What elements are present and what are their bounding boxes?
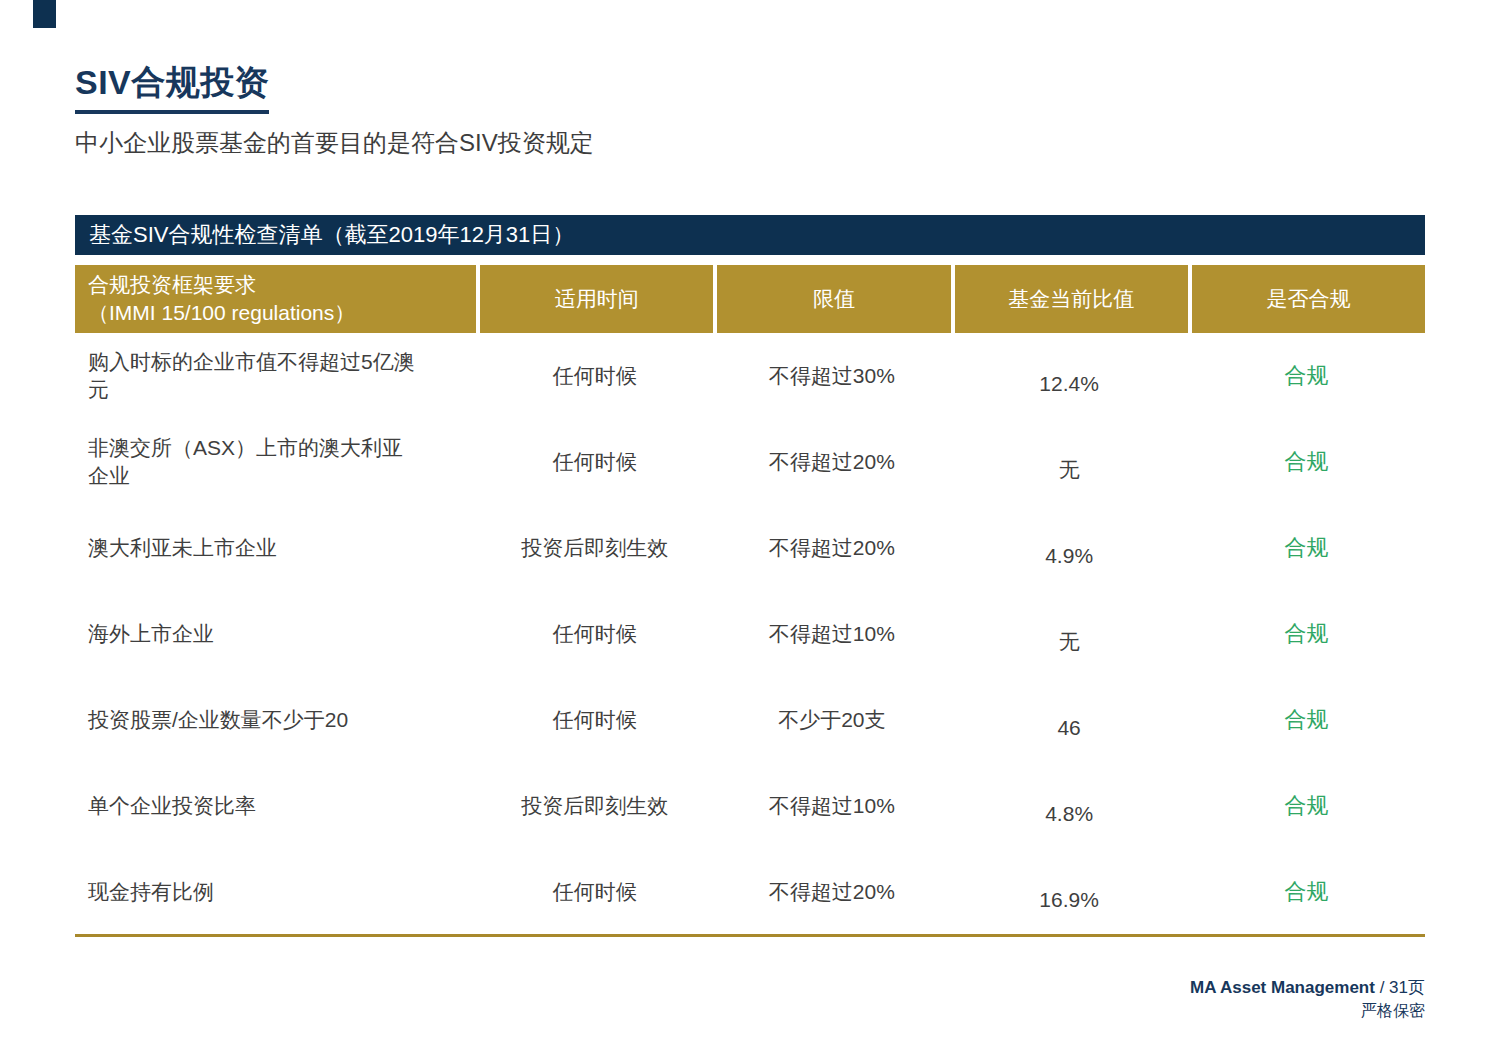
bottom-divider (75, 934, 1425, 937)
table-row: 澳大利亚未上市企业 投资后即刻生效 不得超过20% 4.9% 合规 (75, 505, 1425, 591)
page-title: SIV合规投资 (75, 64, 269, 114)
cell-requirement: 单个企业投资比率 (75, 763, 476, 849)
cell-status: 合规 (1188, 677, 1425, 763)
current-value: 12.4% (1039, 370, 1099, 398)
header-requirement-line2: （IMMI 15/100 regulations） (88, 299, 355, 327)
header-cell-status: 是否合规 (1192, 265, 1425, 333)
cell-timing: 任何时候 (476, 333, 713, 419)
cell-limit: 不得超过20% (713, 849, 950, 935)
table-row: 投资股票/企业数量不少于20 任何时候 不少于20支 46 合规 (75, 677, 1425, 763)
current-value: 16.9% (1039, 886, 1099, 914)
cell-requirement: 现金持有比例 (75, 849, 476, 935)
corner-accent-mark (33, 0, 56, 28)
cell-status: 合规 (1188, 849, 1425, 935)
cell-timing: 任何时候 (476, 849, 713, 935)
cell-current: 无 (951, 591, 1188, 677)
cell-limit: 不得超过10% (713, 591, 950, 677)
current-value: 无 (1059, 628, 1080, 656)
header-requirement-line1: 合规投资框架要求 (88, 271, 256, 299)
cell-current: 4.9% (951, 505, 1188, 591)
cell-timing: 投资后即刻生效 (476, 505, 713, 591)
cell-limit: 不得超过20% (713, 505, 950, 591)
cell-requirement: 购入时标的企业市值不得超过5亿澳元 (75, 333, 476, 419)
cell-status: 合规 (1188, 505, 1425, 591)
cell-current: 12.4% (951, 333, 1188, 419)
slide: SIV合规投资 中小企业股票基金的首要目的是符合SIV投资规定 基金SIV合规性… (0, 0, 1500, 1038)
cell-limit: 不少于20支 (713, 677, 950, 763)
header-cell-limit: 限值 (717, 265, 950, 333)
cell-limit: 不得超过30% (713, 333, 950, 419)
cell-requirement: 海外上市企业 (75, 591, 476, 677)
cell-status: 合规 (1188, 591, 1425, 677)
table-row: 非澳交所（ASX）上市的澳大利亚企业 任何时候 不得超过20% 无 合规 (75, 419, 1425, 505)
header-cell-current: 基金当前比值 (955, 265, 1188, 333)
page-subtitle: 中小企业股票基金的首要目的是符合SIV投资规定 (75, 129, 594, 158)
table-row: 单个企业投资比率 投资后即刻生效 不得超过10% 4.8% 合规 (75, 763, 1425, 849)
header-cell-requirement: 合规投资框架要求 （IMMI 15/100 regulations） (75, 265, 476, 333)
table-row: 购入时标的企业市值不得超过5亿澳元 任何时候 不得超过30% 12.4% 合规 (75, 333, 1425, 419)
cell-limit: 不得超过10% (713, 763, 950, 849)
table-banner: 基金SIV合规性检查清单（截至2019年12月31日） (75, 215, 1425, 255)
cell-requirement: 澳大利亚未上市企业 (75, 505, 476, 591)
table-row: 海外上市企业 任何时候 不得超过10% 无 合规 (75, 591, 1425, 677)
table-header-row: 合规投资框架要求 （IMMI 15/100 regulations） 适用时间 … (75, 265, 1425, 333)
cell-current: 16.9% (951, 849, 1188, 935)
cell-current: 4.8% (951, 763, 1188, 849)
footer-page-number: / 31页 (1375, 978, 1425, 997)
cell-current: 46 (951, 677, 1188, 763)
table-row: 现金持有比例 任何时候 不得超过20% 16.9% 合规 (75, 849, 1425, 935)
current-value: 4.9% (1045, 542, 1093, 570)
header-cell-timing: 适用时间 (480, 265, 713, 333)
cell-status: 合规 (1188, 333, 1425, 419)
cell-requirement: 非澳交所（ASX）上市的澳大利亚企业 (75, 419, 476, 505)
cell-requirement: 投资股票/企业数量不少于20 (75, 677, 476, 763)
cell-timing: 任何时候 (476, 419, 713, 505)
cell-timing: 投资后即刻生效 (476, 763, 713, 849)
current-value: 46 (1057, 714, 1080, 742)
cell-current: 无 (951, 419, 1188, 505)
cell-timing: 任何时候 (476, 591, 713, 677)
cell-timing: 任何时候 (476, 677, 713, 763)
current-value: 4.8% (1045, 800, 1093, 828)
footer-confidential: 严格保密 (1190, 1000, 1425, 1022)
cell-status: 合规 (1188, 763, 1425, 849)
table-body: 购入时标的企业市值不得超过5亿澳元 任何时候 不得超过30% 12.4% 合规 … (75, 333, 1425, 935)
cell-limit: 不得超过20% (713, 419, 950, 505)
current-value: 无 (1059, 456, 1080, 484)
cell-status: 合规 (1188, 419, 1425, 505)
footer-brand: MA Asset Management (1190, 978, 1375, 997)
footer-brand-line: MA Asset Management / 31页 (1190, 977, 1425, 1000)
footer: MA Asset Management / 31页 严格保密 (1190, 977, 1425, 1022)
